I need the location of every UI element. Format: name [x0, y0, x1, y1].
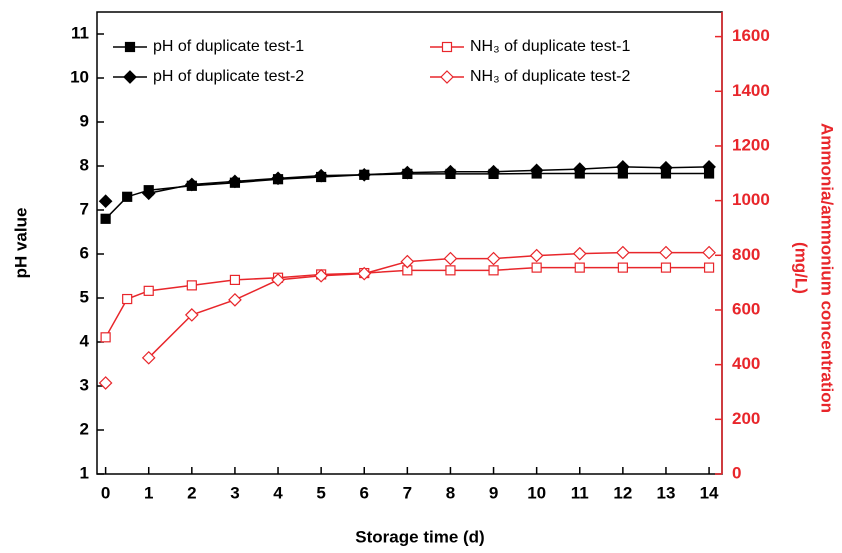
marker [184, 308, 199, 322]
marker [400, 254, 415, 269]
y2-tick-label: 1000 [732, 190, 770, 209]
marker [488, 265, 499, 276]
marker [122, 191, 133, 202]
series-line [148, 166, 710, 195]
marker [441, 41, 453, 53]
marker [229, 274, 241, 286]
y-tick-label: 4 [80, 331, 90, 350]
marker [143, 285, 154, 296]
marker [443, 251, 458, 266]
marker [122, 293, 133, 305]
marker [124, 41, 136, 53]
legend-label: pH of duplicate test-2 [153, 68, 304, 85]
marker [314, 168, 328, 183]
y2-tick-label: 1200 [732, 135, 770, 154]
y-tick-label: 3 [80, 375, 89, 394]
y-tick-label: 5 [80, 287, 89, 306]
x-tick-label: 5 [316, 483, 325, 502]
x-tick-label: 0 [101, 483, 110, 502]
x-tick-label: 9 [489, 483, 498, 502]
y-tick-label: 8 [80, 155, 89, 174]
marker [702, 245, 716, 260]
y2-tick-label: 1400 [732, 81, 770, 100]
marker [659, 245, 673, 260]
x-tick-label: 1 [144, 483, 153, 502]
x-tick-label: 11 [571, 483, 589, 502]
marker [531, 262, 542, 273]
marker [186, 280, 197, 291]
x-tick-label: 3 [230, 483, 239, 502]
x-tick-label: 8 [446, 483, 455, 502]
marker [702, 160, 716, 174]
marker [572, 162, 587, 176]
y-tick-label: 6 [80, 243, 89, 262]
marker [445, 265, 456, 276]
marker [572, 246, 587, 261]
marker [98, 376, 113, 390]
marker [660, 262, 672, 273]
marker [617, 262, 628, 273]
y-tick-label: 11 [71, 23, 89, 42]
marker [271, 273, 285, 287]
marker [440, 70, 454, 84]
marker [100, 213, 111, 224]
y-tick-label: 7 [80, 199, 89, 218]
series-line [148, 251, 710, 359]
y2-tick-label: 200 [732, 409, 760, 428]
marker [616, 245, 630, 260]
y-axis-label: pH value [11, 208, 30, 279]
y2-tick-label: 400 [732, 354, 760, 373]
marker [228, 174, 242, 189]
marker [443, 164, 458, 179]
marker [659, 160, 673, 175]
series-line [104, 266, 710, 338]
y-tick-label: 2 [80, 419, 89, 438]
marker [486, 251, 501, 266]
marker [141, 350, 156, 365]
marker [486, 164, 501, 179]
legend-label: NH₃ of duplicate test-1 [470, 38, 630, 55]
y2-axis-label: (mg/L) [792, 242, 811, 294]
x-tick-label: 7 [403, 483, 412, 502]
y-tick-label: 9 [80, 111, 89, 130]
x-tick-label: 12 [613, 483, 632, 502]
marker [529, 163, 544, 178]
y2-tick-label: 1600 [732, 26, 770, 45]
y2-tick-label: 600 [732, 299, 760, 318]
marker [314, 268, 328, 283]
y2-tick-label: 800 [732, 245, 760, 264]
x-tick-label: 6 [360, 483, 369, 502]
marker [574, 262, 585, 273]
marker [98, 194, 113, 209]
legend-label: NH₃ of duplicate test-2 [470, 68, 630, 85]
marker [400, 165, 415, 180]
marker [616, 160, 630, 174]
x-tick-label: 14 [700, 483, 719, 502]
y2-axis-label: Ammonia/ammonium concentration [818, 123, 837, 413]
marker [529, 248, 544, 263]
x-tick-label: 4 [273, 483, 283, 502]
x-tick-label: 2 [187, 483, 196, 502]
marker [271, 171, 285, 186]
marker [228, 293, 242, 307]
y-tick-label: 10 [70, 67, 89, 86]
legend-label: pH of duplicate test-1 [153, 38, 304, 55]
y2-tick-label: 0 [732, 463, 741, 482]
marker [184, 177, 199, 192]
x-tick-label: 10 [527, 483, 546, 502]
y-tick-label: 1 [80, 463, 89, 482]
marker [123, 70, 137, 84]
marker [703, 262, 715, 273]
marker [141, 186, 156, 201]
marker [100, 332, 111, 343]
series-line [105, 172, 710, 220]
x-tick-label: 13 [657, 483, 676, 502]
marker [357, 266, 372, 281]
marker [357, 167, 372, 182]
x-axis-label: Storage time (d) [355, 527, 484, 546]
